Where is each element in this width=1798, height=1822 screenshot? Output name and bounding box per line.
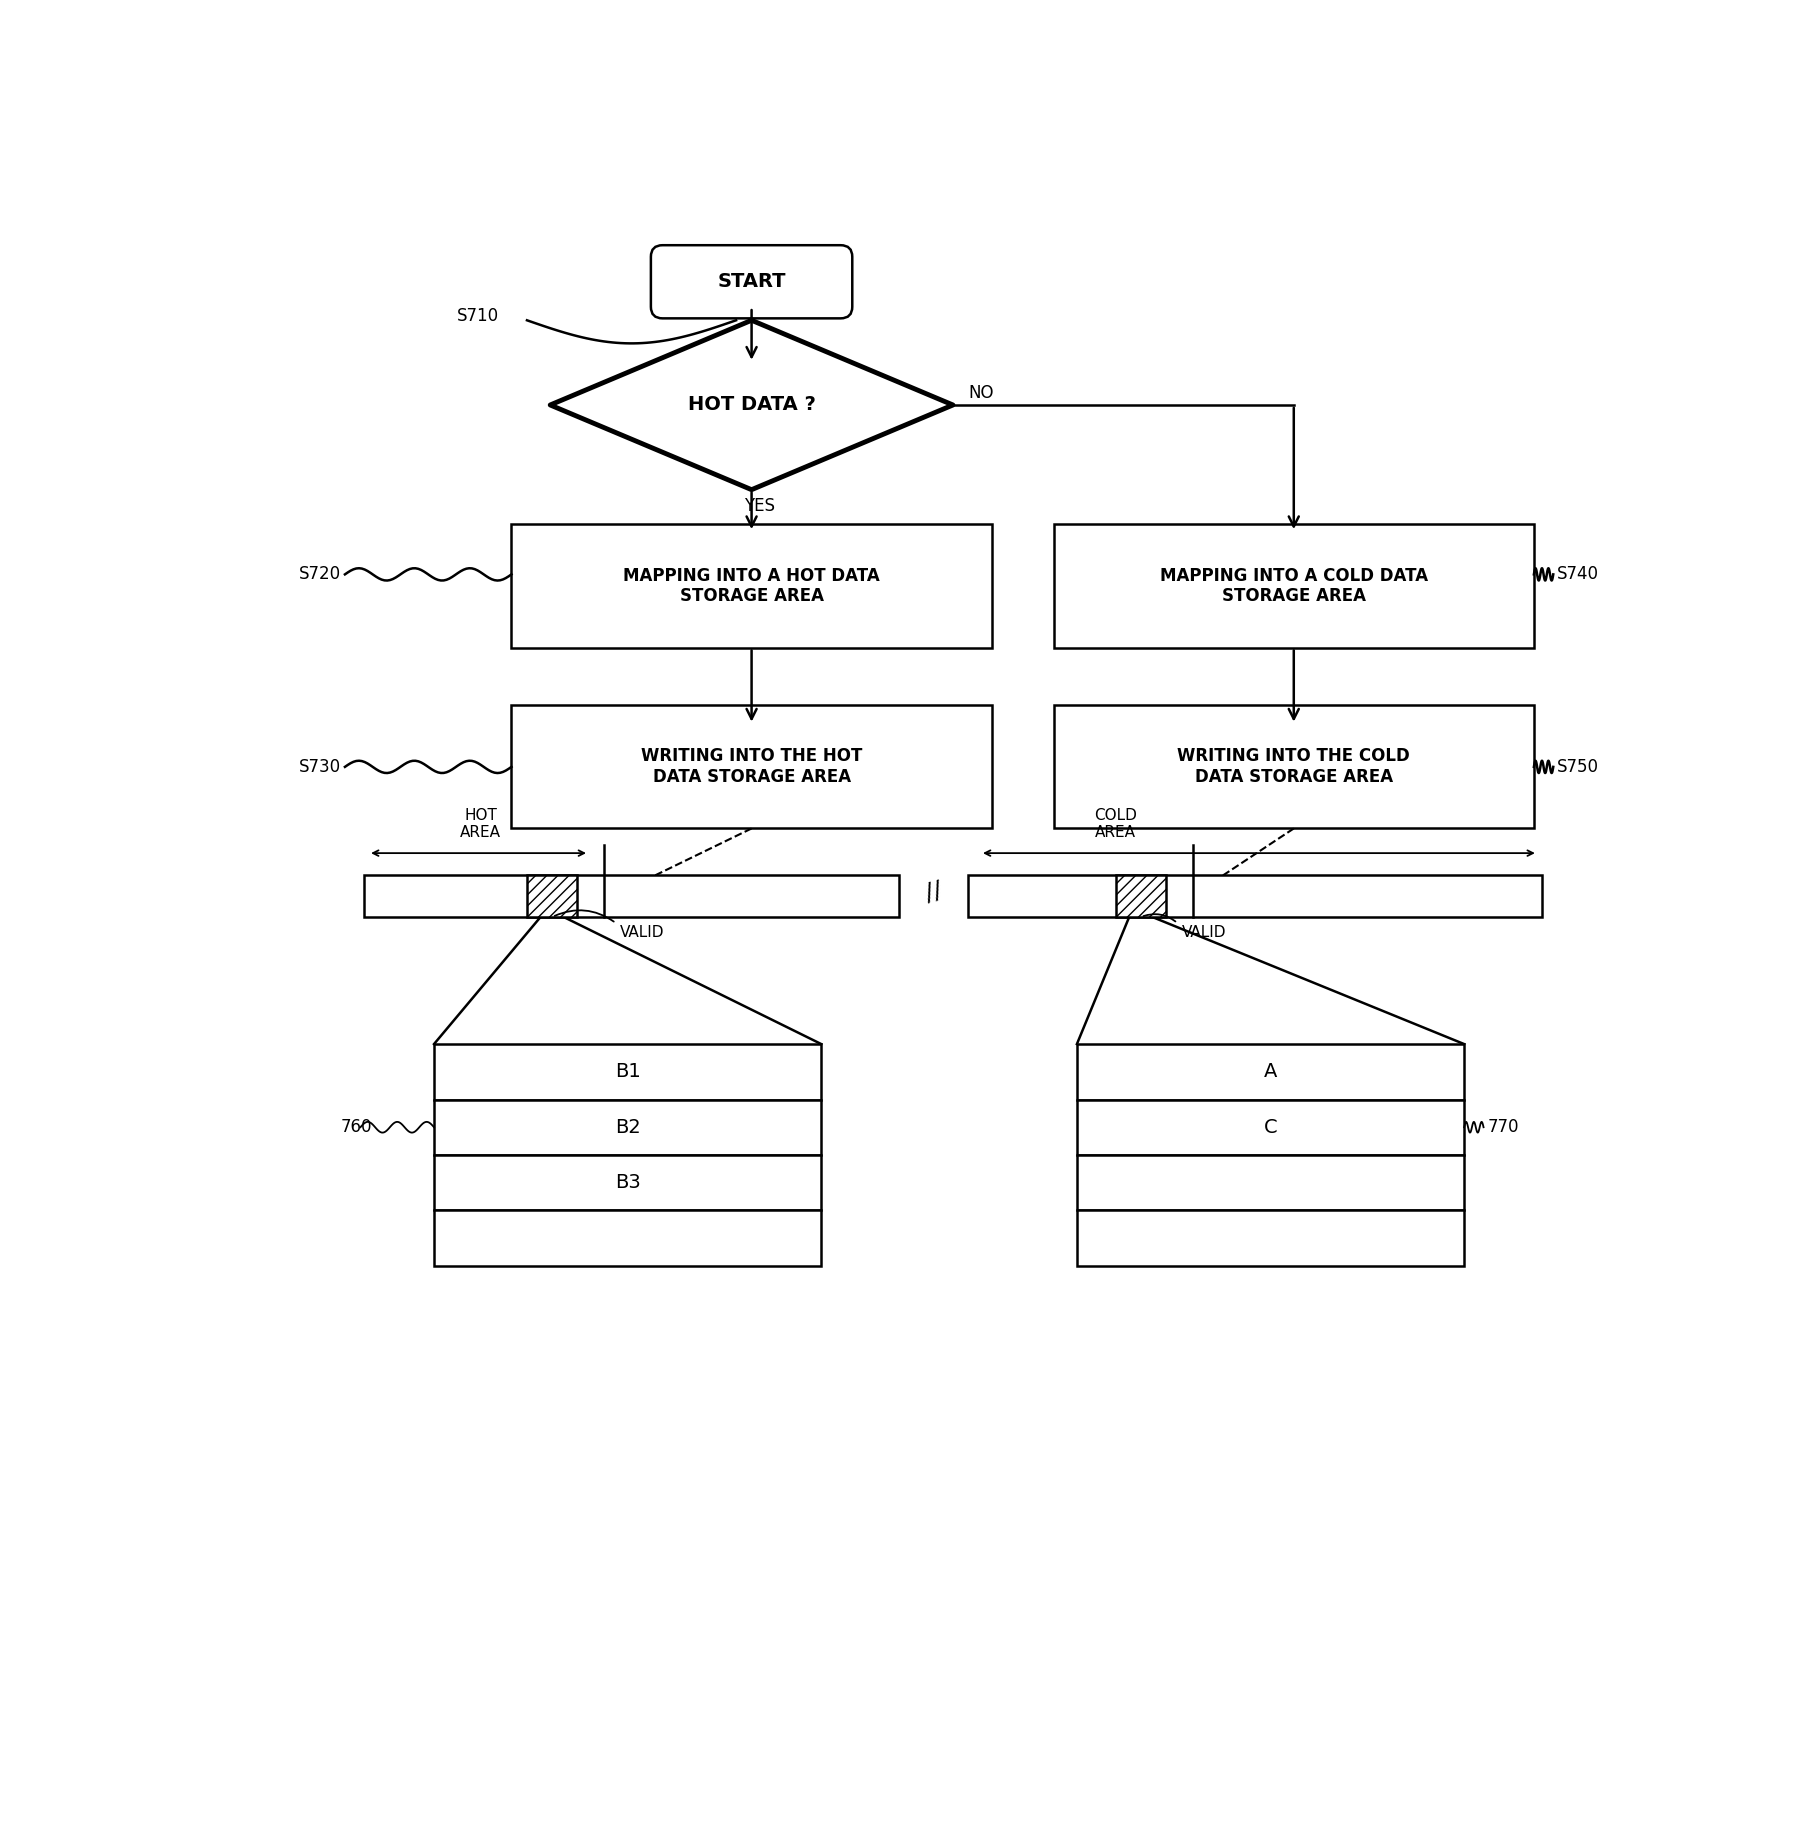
FancyBboxPatch shape [651, 246, 852, 319]
Text: S740: S740 [1557, 565, 1598, 583]
Text: C: C [1262, 1117, 1277, 1137]
Bar [433, 1044, 822, 1099]
Bar [511, 525, 991, 647]
Bar [1077, 1099, 1464, 1155]
Text: B3: B3 [615, 1173, 640, 1192]
Bar [1077, 1210, 1464, 1266]
Text: VALID: VALID [1181, 926, 1224, 940]
Text: COLD
AREA: COLD AREA [1093, 807, 1136, 840]
Polygon shape [550, 321, 953, 490]
Text: WRITING INTO THE COLD
DATA STORAGE AREA: WRITING INTO THE COLD DATA STORAGE AREA [1176, 747, 1410, 787]
Text: HOT DATA ?: HOT DATA ? [687, 395, 814, 414]
Bar [527, 875, 577, 916]
Bar [1054, 525, 1534, 647]
Text: MAPPING INTO A HOT DATA
STORAGE AREA: MAPPING INTO A HOT DATA STORAGE AREA [622, 567, 879, 605]
Text: 770: 770 [1487, 1119, 1518, 1137]
Text: S710: S710 [457, 308, 500, 326]
Text: NO: NO [967, 384, 994, 403]
Text: B2: B2 [615, 1117, 640, 1137]
Text: YES: YES [743, 497, 775, 516]
Text: START: START [717, 271, 786, 292]
Bar [363, 875, 899, 916]
Text: //: // [922, 878, 944, 906]
Text: S730: S730 [298, 758, 342, 776]
Bar [433, 1210, 822, 1266]
Text: 760: 760 [342, 1119, 372, 1137]
Text: S750: S750 [1557, 758, 1598, 776]
Bar [1054, 705, 1534, 829]
Text: S720: S720 [298, 565, 342, 583]
Text: WRITING INTO THE HOT
DATA STORAGE AREA: WRITING INTO THE HOT DATA STORAGE AREA [640, 747, 861, 787]
Bar [433, 1099, 822, 1155]
Bar [433, 1155, 822, 1210]
Bar [1077, 1155, 1464, 1210]
Bar [511, 705, 991, 829]
Text: A: A [1264, 1062, 1277, 1080]
Bar [967, 875, 1541, 916]
Text: MAPPING INTO A COLD DATA
STORAGE AREA: MAPPING INTO A COLD DATA STORAGE AREA [1160, 567, 1428, 605]
Bar [1077, 1044, 1464, 1099]
Text: B1: B1 [615, 1062, 640, 1080]
Bar [1115, 875, 1165, 916]
Text: HOT
AREA: HOT AREA [460, 807, 500, 840]
Text: VALID: VALID [620, 926, 663, 940]
